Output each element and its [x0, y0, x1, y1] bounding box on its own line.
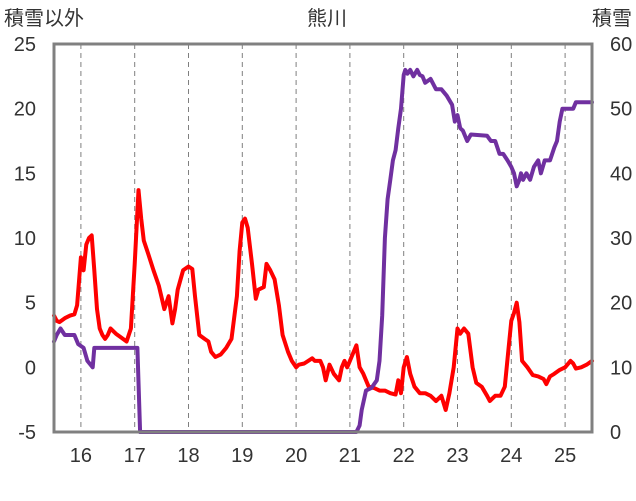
- right-tick-label: 60: [610, 34, 632, 56]
- right-tick-label: 40: [610, 163, 632, 185]
- x-tick-label: 16: [70, 445, 92, 467]
- x-tick-label: 24: [500, 445, 522, 467]
- x-tick-label: 22: [393, 445, 415, 467]
- x-tick-label: 18: [177, 445, 199, 467]
- plot-frame: [52, 42, 594, 434]
- x-tick-label: 19: [231, 445, 253, 467]
- left-tick-label: 5: [25, 293, 36, 315]
- right-axis-label: 積雪: [592, 6, 632, 30]
- right-tick-label: 50: [610, 99, 632, 121]
- left-tick-label: 10: [14, 228, 36, 250]
- x-tick-label: 23: [446, 445, 468, 467]
- left-tick-label: 25: [14, 34, 36, 56]
- left-tick-label: 15: [14, 163, 36, 185]
- left-tick-label: -5: [18, 422, 36, 444]
- x-tick-label: 17: [124, 445, 146, 467]
- right-tick-label: 10: [610, 357, 632, 379]
- left-axis-label: 積雪以外: [4, 6, 84, 30]
- x-tick-label: 21: [339, 445, 361, 467]
- left-tick-label: 0: [25, 357, 36, 379]
- x-tick-label: 20: [285, 445, 307, 467]
- x-tick-label: 25: [554, 445, 576, 467]
- x-axis-ticks: 16 17 18 19 20 21 22 23 24 25: [70, 445, 576, 467]
- right-tick-label: 0: [610, 422, 621, 444]
- right-axis-ticks: 0 10 20 30 40 50 60: [610, 34, 632, 444]
- right-tick-label: 30: [610, 228, 632, 250]
- chart-title: 熊川: [307, 6, 347, 30]
- right-tick-label: 20: [610, 293, 632, 315]
- series-line-left-axis: [52, 188, 594, 412]
- left-tick-label: 20: [14, 99, 36, 121]
- left-axis-ticks: -5 0 5 10 15 20 25: [14, 34, 36, 444]
